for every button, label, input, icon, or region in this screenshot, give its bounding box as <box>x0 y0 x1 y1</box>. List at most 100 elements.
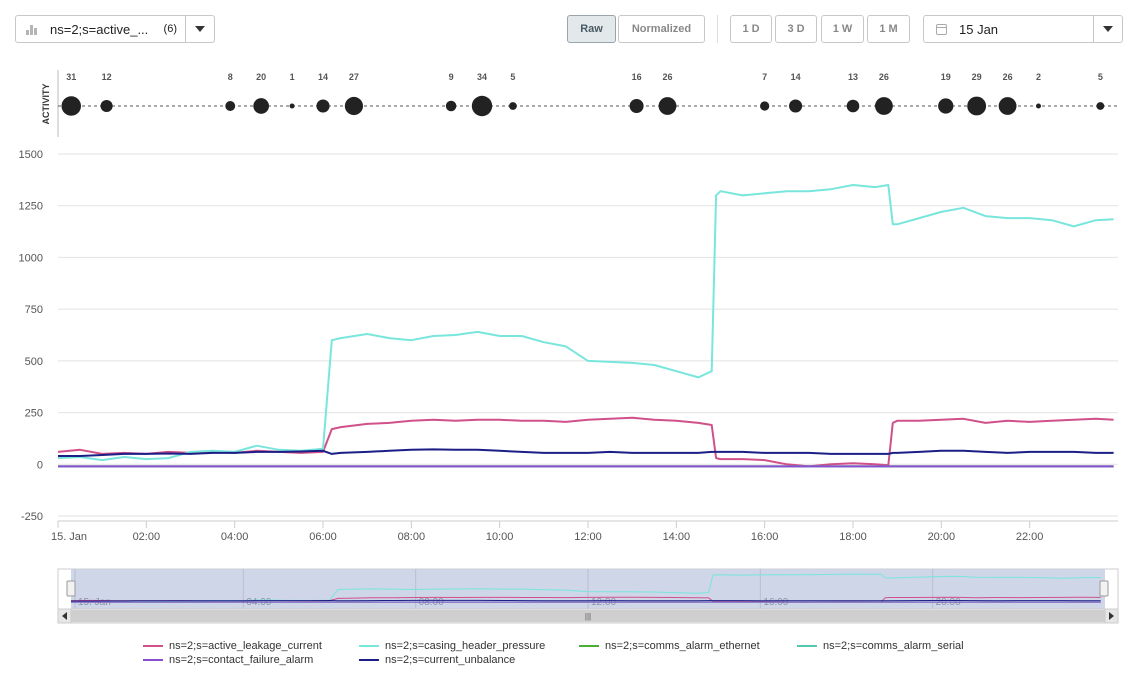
activity-bubble[interactable] <box>225 101 236 111</box>
activity-count-label: 27 <box>349 72 359 82</box>
activity-bubble[interactable] <box>445 100 457 112</box>
grid: 1500 1250 1000 750 500 250 0 -250 <box>19 149 1118 523</box>
x-tick-label: 06:00 <box>309 531 337 543</box>
series-select[interactable]: ns=2;s=active_... (6) <box>15 15 215 43</box>
time-series-chart: ACTIVITY 31 12 8 20 1 14 27 9 34 5 16 26 7 14 13 26 19 29… <box>19 70 1119 624</box>
activity-count-label: 13 <box>848 72 858 82</box>
activity-count-label: 5 <box>1098 72 1103 82</box>
y-tick-label: 0 <box>37 459 43 471</box>
y-tick-label: 250 <box>25 408 43 420</box>
activity-bubble[interactable] <box>629 99 644 113</box>
date-dropdown-button[interactable] <box>1093 16 1122 42</box>
legend-item[interactable]: ns=2;s=active_leakage_current <box>143 640 322 652</box>
legend-swatch <box>359 645 379 647</box>
y-tick-label: 1250 <box>19 201 43 213</box>
series-lines <box>57 184 1114 468</box>
activity-label: ACTIVITY <box>41 83 51 124</box>
x-tick-label: 20:00 <box>928 531 956 543</box>
legend-item[interactable]: ns=2;s=comms_alarm_serial <box>797 640 964 652</box>
x-tick-label: 16:00 <box>751 531 779 543</box>
chevron-down-icon <box>1103 26 1113 32</box>
x-tick-label: 14:00 <box>663 531 691 543</box>
y-tick-label: 500 <box>25 356 43 368</box>
legend-label: ns=2;s=casing_header_pressure <box>385 640 546 652</box>
legend-item[interactable]: ns=2;s=contact_failure_alarm <box>143 654 313 666</box>
activity-bubble[interactable] <box>967 96 987 116</box>
activity-bubble[interactable] <box>289 103 295 109</box>
activity-bubble[interactable] <box>344 96 364 116</box>
activity-count-label: 19 <box>941 72 951 82</box>
chevron-right-icon <box>1109 612 1114 620</box>
chevron-down-icon <box>195 26 205 32</box>
bar-chart-icon <box>26 23 38 35</box>
navigator[interactable]: 15. Jan 04:00 08:00 12:00 16:00 20:00 ||| <box>57 568 1119 624</box>
legend-label: ns=2;s=comms_alarm_serial <box>823 640 964 652</box>
activity-bubble[interactable] <box>1096 102 1105 110</box>
legend-item[interactable]: ns=2;s=current_unbalance <box>359 654 515 666</box>
activity-bubble[interactable] <box>509 102 517 110</box>
series-line-5 <box>58 448 1114 457</box>
activity-count-label: 9 <box>449 72 454 82</box>
x-tick-label: 15. Jan <box>51 531 87 543</box>
activity-bubble[interactable] <box>471 95 493 117</box>
activity-count-label: 34 <box>477 72 487 82</box>
navigator-handle-left[interactable] <box>66 580 76 597</box>
x-tick-label: 04:00 <box>221 531 249 543</box>
range-3d-button[interactable]: 3 D <box>775 15 817 43</box>
range-1m-button[interactable]: 1 M <box>867 15 910 43</box>
activity-bubble[interactable] <box>253 98 269 114</box>
legend-label: ns=2;s=active_leakage_current <box>169 640 322 652</box>
date-text: 15 Jan <box>959 21 999 37</box>
activity-bubble[interactable] <box>316 99 330 113</box>
x-tick-label: 22:00 <box>1016 531 1044 543</box>
navigator-handle-right[interactable] <box>1099 580 1109 597</box>
series-line-0 <box>57 416 1114 468</box>
raw-button[interactable]: Raw <box>567 15 616 43</box>
activity-count-label: 12 <box>102 72 112 82</box>
legend-swatch <box>143 659 163 661</box>
activity-count-label: 14 <box>318 72 328 82</box>
legend-swatch <box>143 645 163 647</box>
scrollbar-grip-icon: ||| <box>585 612 591 621</box>
activity-bubble[interactable] <box>760 101 770 111</box>
scrollbar-thumb[interactable] <box>71 610 1105 622</box>
range-1w-button[interactable]: 1 W <box>821 15 864 43</box>
activity-bubble[interactable] <box>874 97 893 115</box>
activity-count-label: 1 <box>290 72 295 82</box>
normalized-button[interactable]: Normalized <box>618 15 705 43</box>
activity-bubble[interactable] <box>100 99 113 113</box>
legend-swatch <box>797 645 817 647</box>
activity-bubble[interactable] <box>938 98 954 114</box>
activity-count-label: 8 <box>228 72 233 82</box>
legend-label: ns=2;s=contact_failure_alarm <box>169 654 314 666</box>
activity-bubble[interactable] <box>1036 103 1041 109</box>
activity-strip: ACTIVITY 31 12 8 20 1 14 27 9 34 5 16 26 7 14 13 26 19 29… <box>41 70 1118 137</box>
activity-count-label: 29 <box>972 72 982 82</box>
activity-bubble[interactable] <box>658 97 677 115</box>
activity-count-label: 20 <box>256 72 266 82</box>
legend-swatch <box>359 659 379 661</box>
activity-bubble[interactable] <box>789 99 803 113</box>
x-tick-label: 12:00 <box>574 531 602 543</box>
date-select[interactable]: 15 Jan <box>923 15 1123 43</box>
activity-count-label: 26 <box>1003 72 1013 82</box>
activity-count-label: 14 <box>791 72 801 82</box>
x-axis: 15. Jan 02:00 04:00 06:00 08:00 10:00 12:00 14:… <box>51 520 1118 543</box>
x-tick-label: 08:00 <box>398 531 426 543</box>
legend-item[interactable]: ns=2;s=comms_alarm_ethernet <box>579 640 760 652</box>
legend-label: ns=2;s=current_unbalance <box>385 654 516 666</box>
series-dropdown-button[interactable] <box>185 16 214 42</box>
x-tick-label: 02:00 <box>133 531 161 543</box>
activity-bubble[interactable] <box>61 96 81 116</box>
legend-item[interactable]: ns=2;s=casing_header_pressure <box>359 640 545 652</box>
toolbar-divider <box>717 15 718 43</box>
legend-swatch <box>579 645 599 647</box>
activity-bubble[interactable] <box>846 99 860 113</box>
series-select-text: ns=2;s=active_... <box>50 21 149 37</box>
activity-bubble[interactable] <box>998 97 1017 115</box>
navigator-series-line-5 <box>71 599 1101 602</box>
navigator-series-line-1 <box>70 573 1101 602</box>
activity-count-label: 2 <box>1036 72 1041 82</box>
range-1d-button[interactable]: 1 D <box>730 15 772 43</box>
x-tick-label: 10:00 <box>486 531 514 543</box>
